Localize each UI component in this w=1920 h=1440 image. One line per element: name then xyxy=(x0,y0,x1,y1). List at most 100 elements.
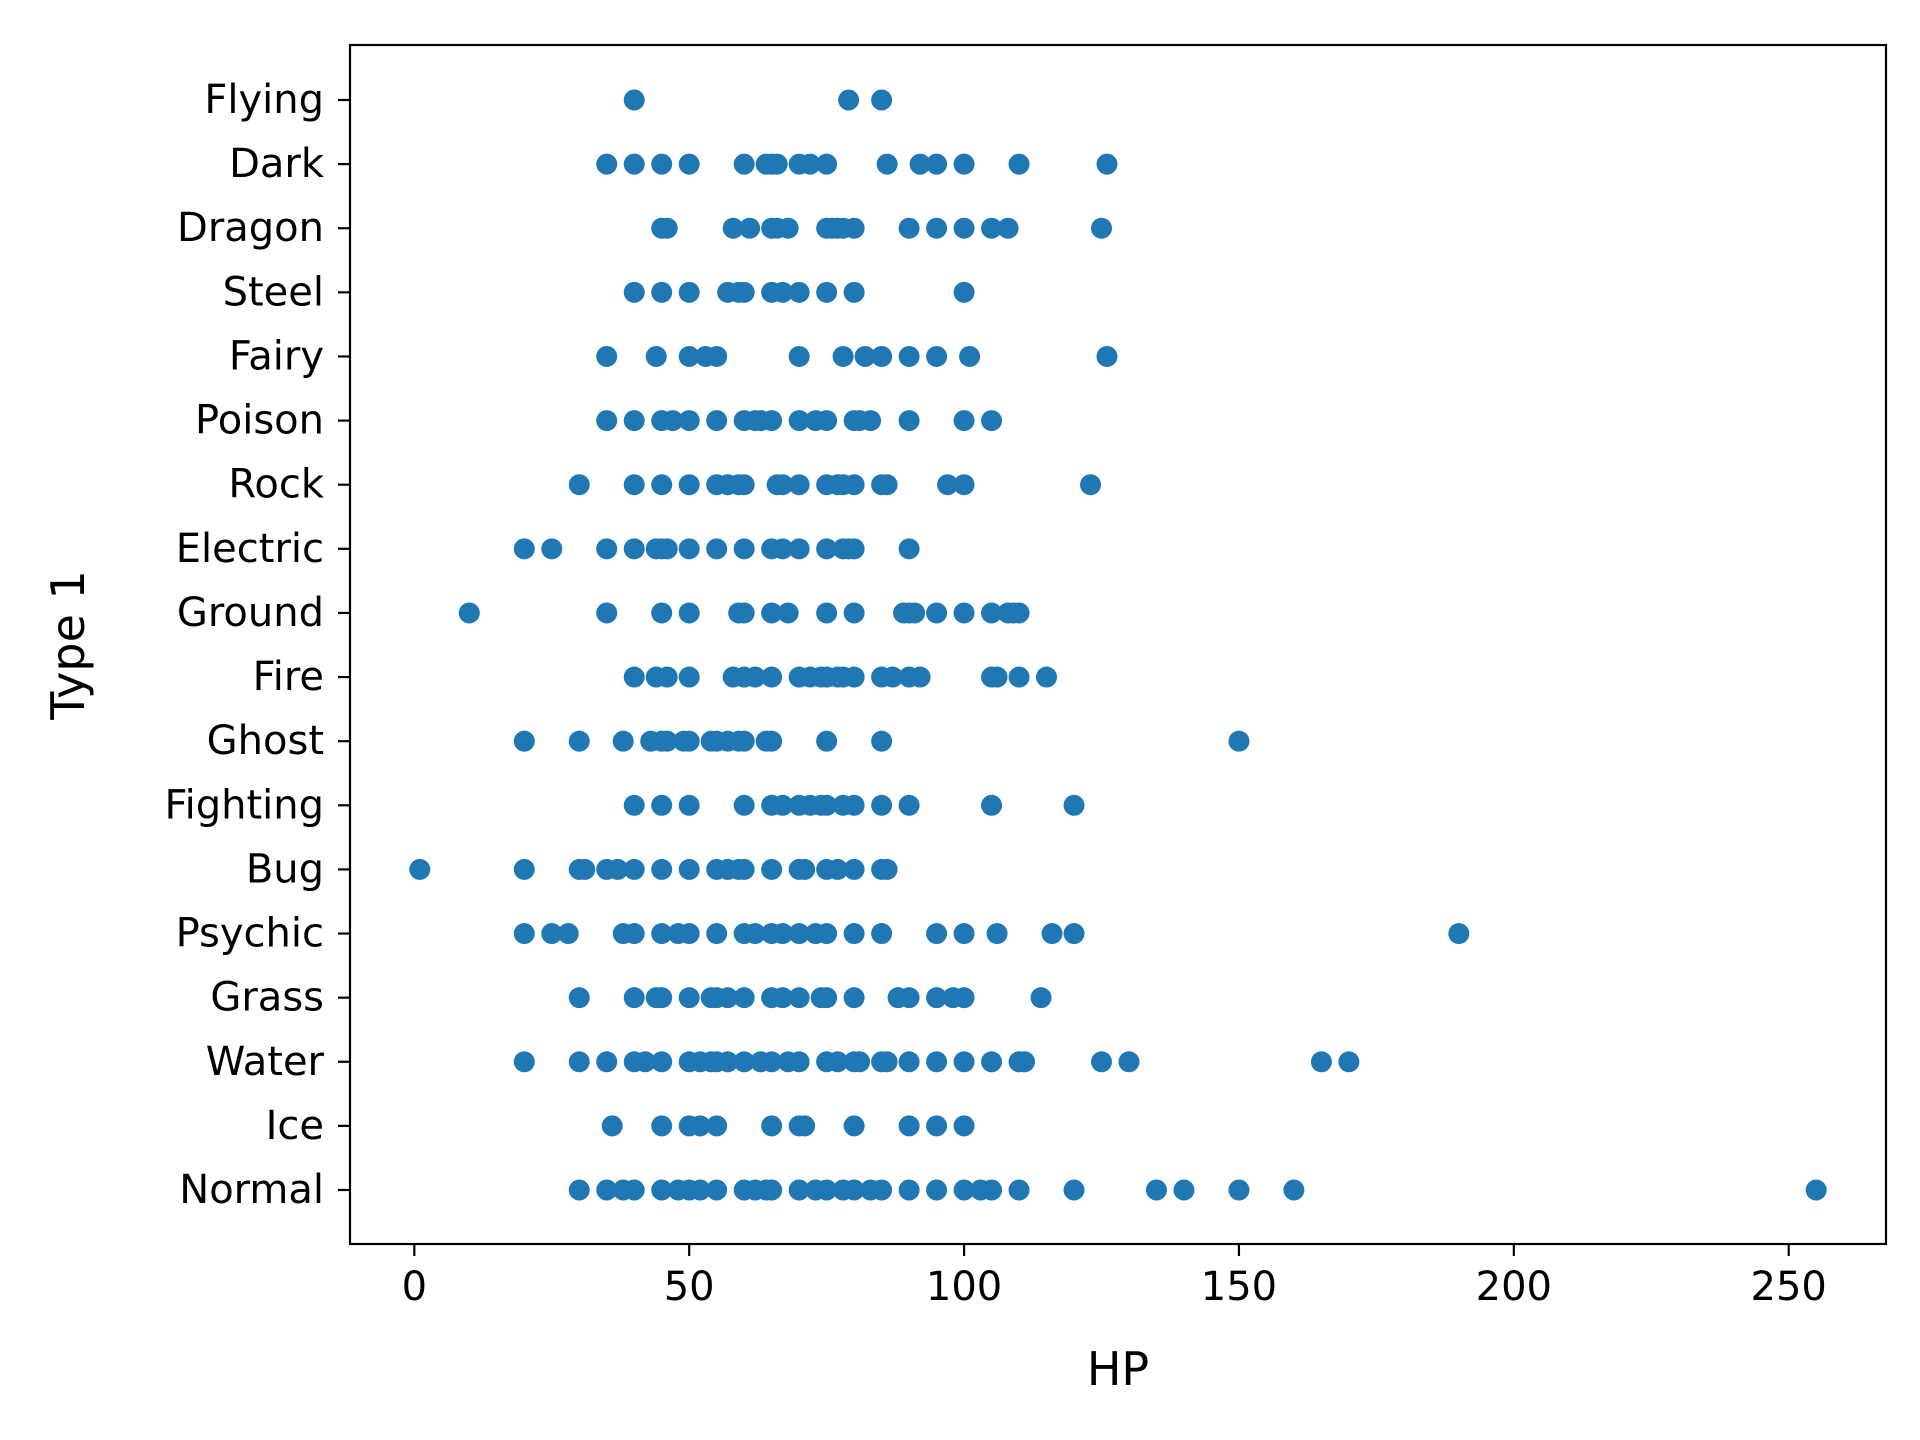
point-fire xyxy=(761,666,783,688)
point-fighting xyxy=(1063,794,1085,816)
plot-area-frame xyxy=(348,43,1888,1246)
point-rock xyxy=(843,474,865,496)
point-rock xyxy=(678,474,700,496)
point-ground xyxy=(777,602,799,624)
point-bug xyxy=(574,858,596,880)
point-psychic xyxy=(557,923,579,945)
point-steel xyxy=(788,281,810,303)
point-bug xyxy=(827,858,849,880)
point-rock xyxy=(937,474,959,496)
point-grass xyxy=(816,987,838,1009)
point-ghost xyxy=(761,730,783,752)
point-dragon xyxy=(1091,217,1113,239)
point-fire xyxy=(1008,666,1030,688)
y-tick-label-ground: Ground xyxy=(177,590,324,636)
point-electric xyxy=(678,538,700,560)
point-bug xyxy=(761,858,783,880)
point-electric xyxy=(772,538,794,560)
point-dragon xyxy=(656,217,678,239)
point-ghost xyxy=(733,730,755,752)
point-water xyxy=(1091,1051,1113,1073)
point-bug xyxy=(513,858,535,880)
point-grass xyxy=(926,987,948,1009)
point-electric xyxy=(843,538,865,560)
point-ice xyxy=(953,1115,975,1137)
point-normal xyxy=(568,1179,590,1201)
y-tick-label-electric: Electric xyxy=(176,526,324,572)
point-fire xyxy=(744,666,766,688)
point-psychic xyxy=(953,923,975,945)
point-fire xyxy=(843,666,865,688)
point-ground xyxy=(458,602,480,624)
point-psychic xyxy=(651,923,673,945)
point-grass xyxy=(843,987,865,1009)
point-water xyxy=(596,1051,618,1073)
y-tick-label-bug: Bug xyxy=(246,846,324,892)
point-ground xyxy=(651,602,673,624)
point-electric xyxy=(513,538,535,560)
point-fighting xyxy=(843,794,865,816)
point-normal xyxy=(898,1179,920,1201)
y-tick-label-fire: Fire xyxy=(253,654,324,700)
point-grass xyxy=(623,987,645,1009)
point-rock xyxy=(876,474,898,496)
point-dark xyxy=(678,153,700,175)
x-tick-label-200: 200 xyxy=(1476,1264,1552,1310)
point-ground xyxy=(761,602,783,624)
point-water xyxy=(898,1051,920,1073)
y-tick-label-rock: Rock xyxy=(228,462,324,508)
point-fairy xyxy=(832,345,854,367)
point-fairy xyxy=(1096,345,1118,367)
point-dragon xyxy=(981,217,1003,239)
point-bug xyxy=(678,858,700,880)
x-axis-title: HP xyxy=(1087,1342,1149,1396)
point-dark xyxy=(926,153,948,175)
point-flying xyxy=(623,89,645,111)
point-rock xyxy=(623,474,645,496)
point-flying xyxy=(871,89,893,111)
y-tick-label-ghost: Ghost xyxy=(207,718,324,764)
point-normal xyxy=(981,1179,1003,1201)
point-water xyxy=(1118,1051,1140,1073)
point-bug xyxy=(651,858,673,880)
point-normal xyxy=(1283,1179,1305,1201)
y-tick-label-flying: Flying xyxy=(204,77,324,123)
point-steel xyxy=(623,281,645,303)
point-dark xyxy=(799,153,821,175)
point-fighting xyxy=(651,794,673,816)
point-dragon xyxy=(739,217,761,239)
point-water xyxy=(1338,1051,1360,1073)
point-fairy xyxy=(788,345,810,367)
point-rock xyxy=(651,474,673,496)
point-water xyxy=(761,1051,783,1073)
point-fairy xyxy=(898,345,920,367)
point-ice xyxy=(794,1115,816,1137)
point-electric xyxy=(541,538,563,560)
point-psychic xyxy=(744,923,766,945)
point-poison xyxy=(761,410,783,432)
point-psychic xyxy=(623,923,645,945)
x-axis-ticks: 0 50 100 150 200 250 xyxy=(402,1244,1827,1310)
point-normal xyxy=(1805,1179,1827,1201)
point-water xyxy=(634,1051,656,1073)
point-ground xyxy=(843,602,865,624)
point-psychic xyxy=(816,923,838,945)
point-poison xyxy=(788,410,810,432)
point-ground xyxy=(816,602,838,624)
point-electric xyxy=(706,538,728,560)
point-dark xyxy=(1096,153,1118,175)
y-tick-label-dragon: Dragon xyxy=(177,205,324,251)
point-steel xyxy=(843,281,865,303)
point-ice xyxy=(601,1115,623,1137)
y-tick-label-dark: Dark xyxy=(229,141,325,187)
point-fairy xyxy=(645,345,667,367)
point-fairy xyxy=(706,345,728,367)
point-ground xyxy=(678,602,700,624)
point-dragon xyxy=(777,217,799,239)
point-dragon xyxy=(898,217,920,239)
point-bug xyxy=(409,858,431,880)
point-psychic xyxy=(926,923,948,945)
point-fire xyxy=(986,666,1008,688)
point-water xyxy=(953,1051,975,1073)
point-poison xyxy=(662,410,684,432)
